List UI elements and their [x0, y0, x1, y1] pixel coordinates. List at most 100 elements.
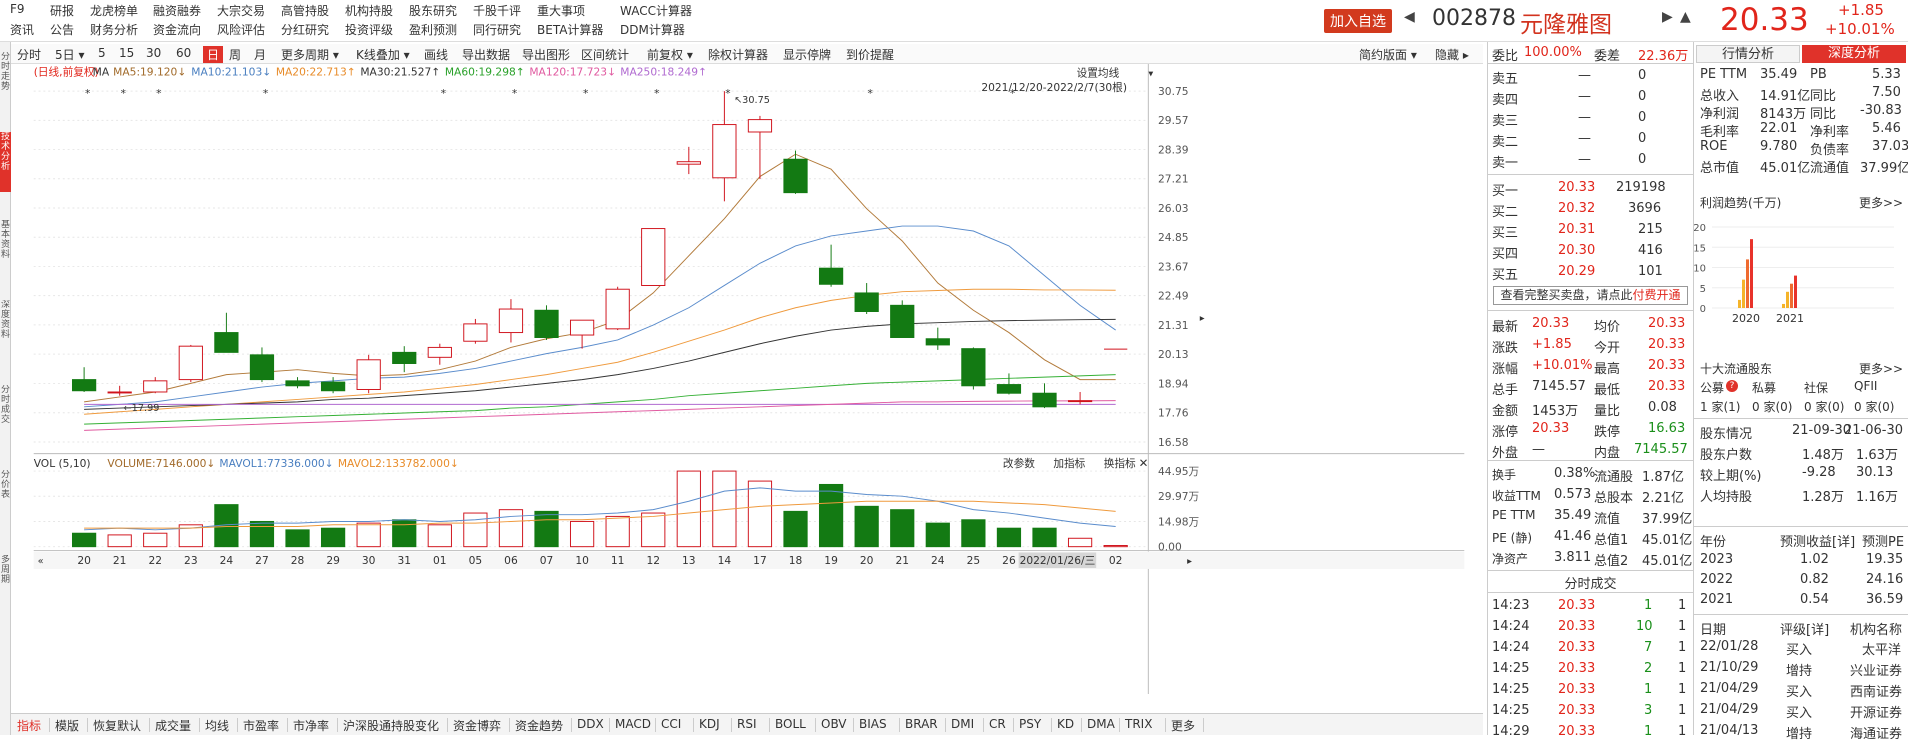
toolbar-button[interactable]: 除权计算器 [708, 48, 769, 62]
indicator-tab[interactable]: 指标 [17, 719, 42, 733]
toolbar-button[interactable]: 显示停牌 [783, 48, 832, 62]
alert-bell-icon[interactable]: ▲ [1680, 9, 1691, 25]
tab-deep-analysis[interactable]: 深度分析 [1802, 45, 1906, 63]
candle-up[interactable] [178, 345, 203, 381]
toolbar-button[interactable]: 画线 [424, 48, 449, 62]
indicator-tab[interactable]: 模版 [55, 719, 80, 733]
candle-down[interactable] [249, 354, 275, 381]
top-link[interactable]: 公告 [50, 23, 75, 37]
left-strip-tab[interactable]: 技术分析 [0, 132, 11, 192]
candle-down[interactable] [925, 338, 950, 346]
volume-bar[interactable] [143, 532, 168, 548]
volume-bar[interactable] [925, 522, 950, 548]
candle-up[interactable] [676, 161, 701, 165]
top-link[interactable]: 投资评级 [345, 23, 394, 37]
toolbar-button[interactable]: 日 [203, 46, 224, 63]
candle-up[interactable] [107, 391, 132, 394]
candle-up[interactable] [747, 119, 773, 133]
volume-bar[interactable] [569, 520, 595, 548]
candle-down[interactable] [320, 381, 346, 392]
candle-down[interactable] [961, 348, 986, 387]
event-marker-icon[interactable]: * [583, 87, 589, 100]
indicator-tab[interactable]: DMI [951, 717, 975, 731]
indicator-tab[interactable]: 成交量 [155, 719, 192, 733]
left-strip-tab[interactable]: 分价表 [0, 470, 10, 500]
volume-bar[interactable] [498, 509, 524, 548]
candle-down[interactable] [818, 267, 844, 285]
volume-bar[interactable] [427, 524, 452, 548]
indicator-tab[interactable]: 均线 [205, 719, 230, 733]
toolbar-button[interactable]: 区间统计 [581, 48, 630, 62]
event-marker-icon[interactable]: * [654, 87, 660, 100]
candle-up[interactable] [356, 359, 381, 390]
top-link[interactable]: WACC计算器 [620, 4, 692, 18]
candle-down[interactable] [214, 332, 239, 353]
vol-tool-button[interactable]: 改参数 [1003, 457, 1035, 470]
volume-bar[interactable] [249, 520, 275, 548]
scroll-left-icon[interactable]: « [38, 556, 44, 567]
indicator-tab[interactable]: CR [989, 717, 1006, 731]
candle-down[interactable] [996, 384, 1022, 394]
set-ma-link[interactable]: 设置均线 [1077, 67, 1120, 80]
top-link[interactable]: F9 [10, 2, 25, 16]
next-stock-arrow-icon[interactable]: ▶ [1662, 9, 1673, 25]
event-marker-icon[interactable]: * [263, 87, 269, 100]
indicator-tab[interactable]: 市盈率 [243, 719, 280, 733]
left-strip-tab[interactable]: 分时走势 [0, 52, 10, 92]
indicator-tab[interactable]: 资金趋势 [515, 719, 564, 733]
top-link[interactable]: BETA计算器 [537, 23, 604, 37]
candle-up[interactable] [498, 308, 524, 334]
candle-up[interactable] [712, 124, 737, 179]
toolbar-button[interactable]: 前复权 ▾ [647, 48, 693, 62]
indicator-tab[interactable]: PSY [1019, 717, 1042, 731]
volume-bar[interactable] [783, 510, 808, 548]
toolbar-button[interactable]: 分时 [17, 48, 42, 62]
top-link[interactable]: 资讯 [10, 23, 35, 37]
volume-bar[interactable] [818, 483, 844, 548]
tab-market-analysis[interactable]: 行情分析 [1696, 45, 1800, 63]
panel-toggle-icon[interactable]: ▸ [1200, 313, 1205, 324]
top-link[interactable]: 高管持股 [281, 4, 330, 18]
top-link[interactable]: 重大事项 [537, 4, 586, 18]
prev-stock-arrow-icon[interactable]: ◀ [1404, 9, 1415, 25]
toolbar-button[interactable]: 导出图形 [522, 48, 571, 62]
toolbar-button[interactable]: 简约版面 ▾ [1359, 48, 1417, 62]
volume-bar[interactable] [747, 480, 773, 548]
toolbar-button[interactable]: 15 [119, 46, 135, 60]
event-marker-icon[interactable]: * [85, 87, 91, 100]
indicator-tab[interactable]: DMA [1087, 717, 1115, 731]
top-link[interactable]: 研报 [50, 4, 75, 18]
indicator-tab[interactable]: 资金博弈 [453, 719, 502, 733]
toolbar-button[interactable]: K线叠加 ▾ [356, 48, 410, 62]
event-marker-icon[interactable]: * [512, 87, 518, 100]
left-strip-tab[interactable]: 分时成交 [0, 385, 10, 425]
add-to-watchlist-button[interactable]: 加入自选 [1324, 9, 1392, 33]
top-link[interactable]: 资金流向 [153, 23, 202, 37]
candle-down[interactable] [71, 379, 97, 392]
volume-bar[interactable] [676, 470, 701, 548]
top-link[interactable]: 龙虎榜单 [90, 4, 139, 18]
candle-up[interactable] [641, 228, 666, 286]
profit-more-link[interactable]: 更多>> [1859, 196, 1904, 210]
event-marker-icon[interactable]: * [868, 87, 874, 100]
volume-bar[interactable] [996, 527, 1022, 548]
help-badge-icon[interactable]: ? [1726, 380, 1738, 392]
volume-bar[interactable] [320, 527, 346, 548]
event-marker-icon[interactable]: * [156, 87, 162, 100]
candle-up[interactable] [569, 319, 595, 336]
toolbar-button[interactable]: 60 [176, 46, 192, 60]
volume-bar[interactable] [285, 529, 310, 548]
left-strip-tab[interactable]: 深度资料 [0, 300, 10, 340]
indicator-tab[interactable]: KDJ [699, 717, 720, 731]
toolbar-button[interactable]: 导出数据 [462, 48, 511, 62]
candle-up[interactable] [1067, 400, 1093, 403]
toolbar-button[interactable]: 月 [254, 48, 267, 62]
indicator-tab[interactable]: RSI [737, 717, 757, 731]
candle-up[interactable] [605, 288, 630, 330]
volume-bar[interactable] [1067, 537, 1093, 548]
volume-bar[interactable] [1103, 545, 1128, 548]
indicator-tab[interactable]: 市净率 [293, 719, 330, 733]
candle-down[interactable] [854, 292, 879, 312]
top-link[interactable]: 大宗交易 [217, 4, 266, 18]
top-link[interactable]: 股东研究 [409, 4, 458, 18]
